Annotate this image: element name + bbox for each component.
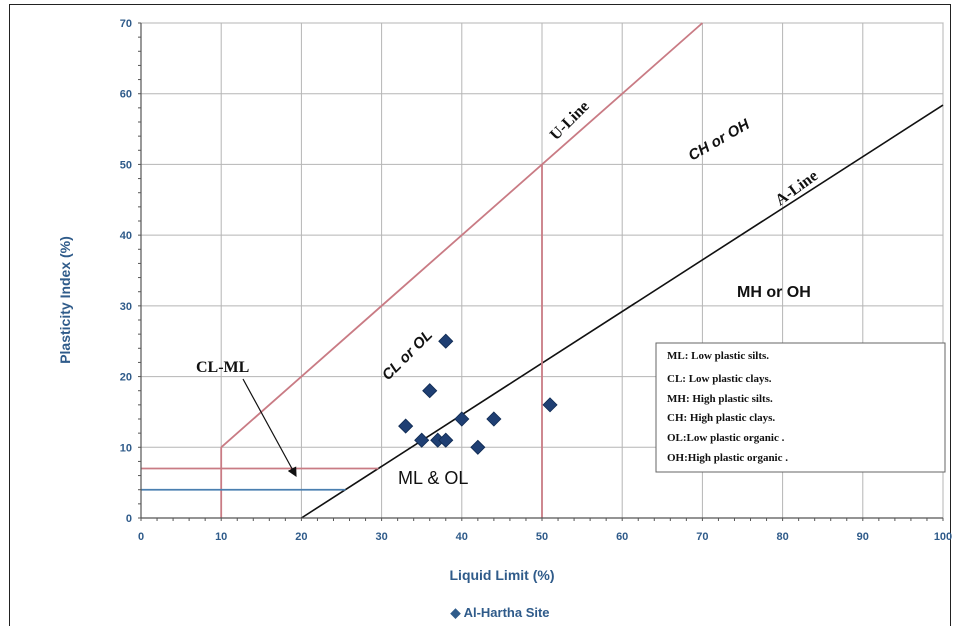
x-axis-title: Liquid Limit (%) [450,567,555,583]
zone-label-ml-ol: ML & OL [398,468,468,488]
x-tick-label: 0 [138,531,144,543]
data-points [398,333,558,455]
tick-labels: 0 10 20 30 40 50 60 70 80 90 100 0 10 20 30 40 50 60 70 [120,18,952,543]
data-point [470,439,486,455]
legend-box [655,342,946,473]
x-tick-label: 100 [934,531,952,543]
legend-line-mh: MH: High plastic silts. [667,393,773,405]
y-tick-label: 40 [120,230,132,242]
y-tick-label: 30 [120,301,132,313]
y-tick-label: 10 [120,442,132,454]
data-point [542,397,558,413]
data-point [438,432,454,448]
legend-line-ch: CH: High plastic clays. [667,412,775,424]
legend-line-ml: ML: Low plastic silts. [667,350,769,362]
data-point [486,411,502,427]
data-point [454,411,470,427]
cl-ml-arrow [242,378,297,478]
data-point [422,383,438,399]
ref-a-line [300,104,944,519]
data-point [414,432,430,448]
zone-label-cl-ml: CL-ML [196,359,249,376]
y-tick-label: 60 [120,89,132,101]
x-tick-label: 60 [616,531,628,543]
axes [138,22,944,521]
x-tick-label: 90 [857,531,869,543]
x-tick-label: 20 [295,531,307,543]
y-tick-label: 50 [120,159,132,171]
legend-line-oh: OH:High plastic organic . [667,452,788,464]
series-legend: ◆ Al-Hartha Site [449,605,549,620]
chart-frame [9,4,951,626]
reference-lines [141,22,944,519]
data-point [438,333,454,349]
x-tick-label: 10 [215,531,227,543]
x-tick-label: 70 [696,531,708,543]
x-tick-label: 40 [456,531,468,543]
legend-line-cl: CL: Low plastic clays. [667,373,772,385]
legend-line-ol: OL:Low plastic organic . [667,432,785,444]
x-tick-label: 30 [375,531,387,543]
y-tick-label: 20 [120,372,132,384]
y-axis-title: Plasticity Index (%) [57,236,73,364]
y-tick-label: 0 [126,513,132,525]
data-point [398,418,414,434]
x-tick-label: 80 [776,531,788,543]
zone-label-mh-oh: MH or OH [737,284,811,301]
y-tick-label: 70 [120,18,132,30]
ref-u-line [220,22,703,448]
x-tick-label: 50 [536,531,548,543]
